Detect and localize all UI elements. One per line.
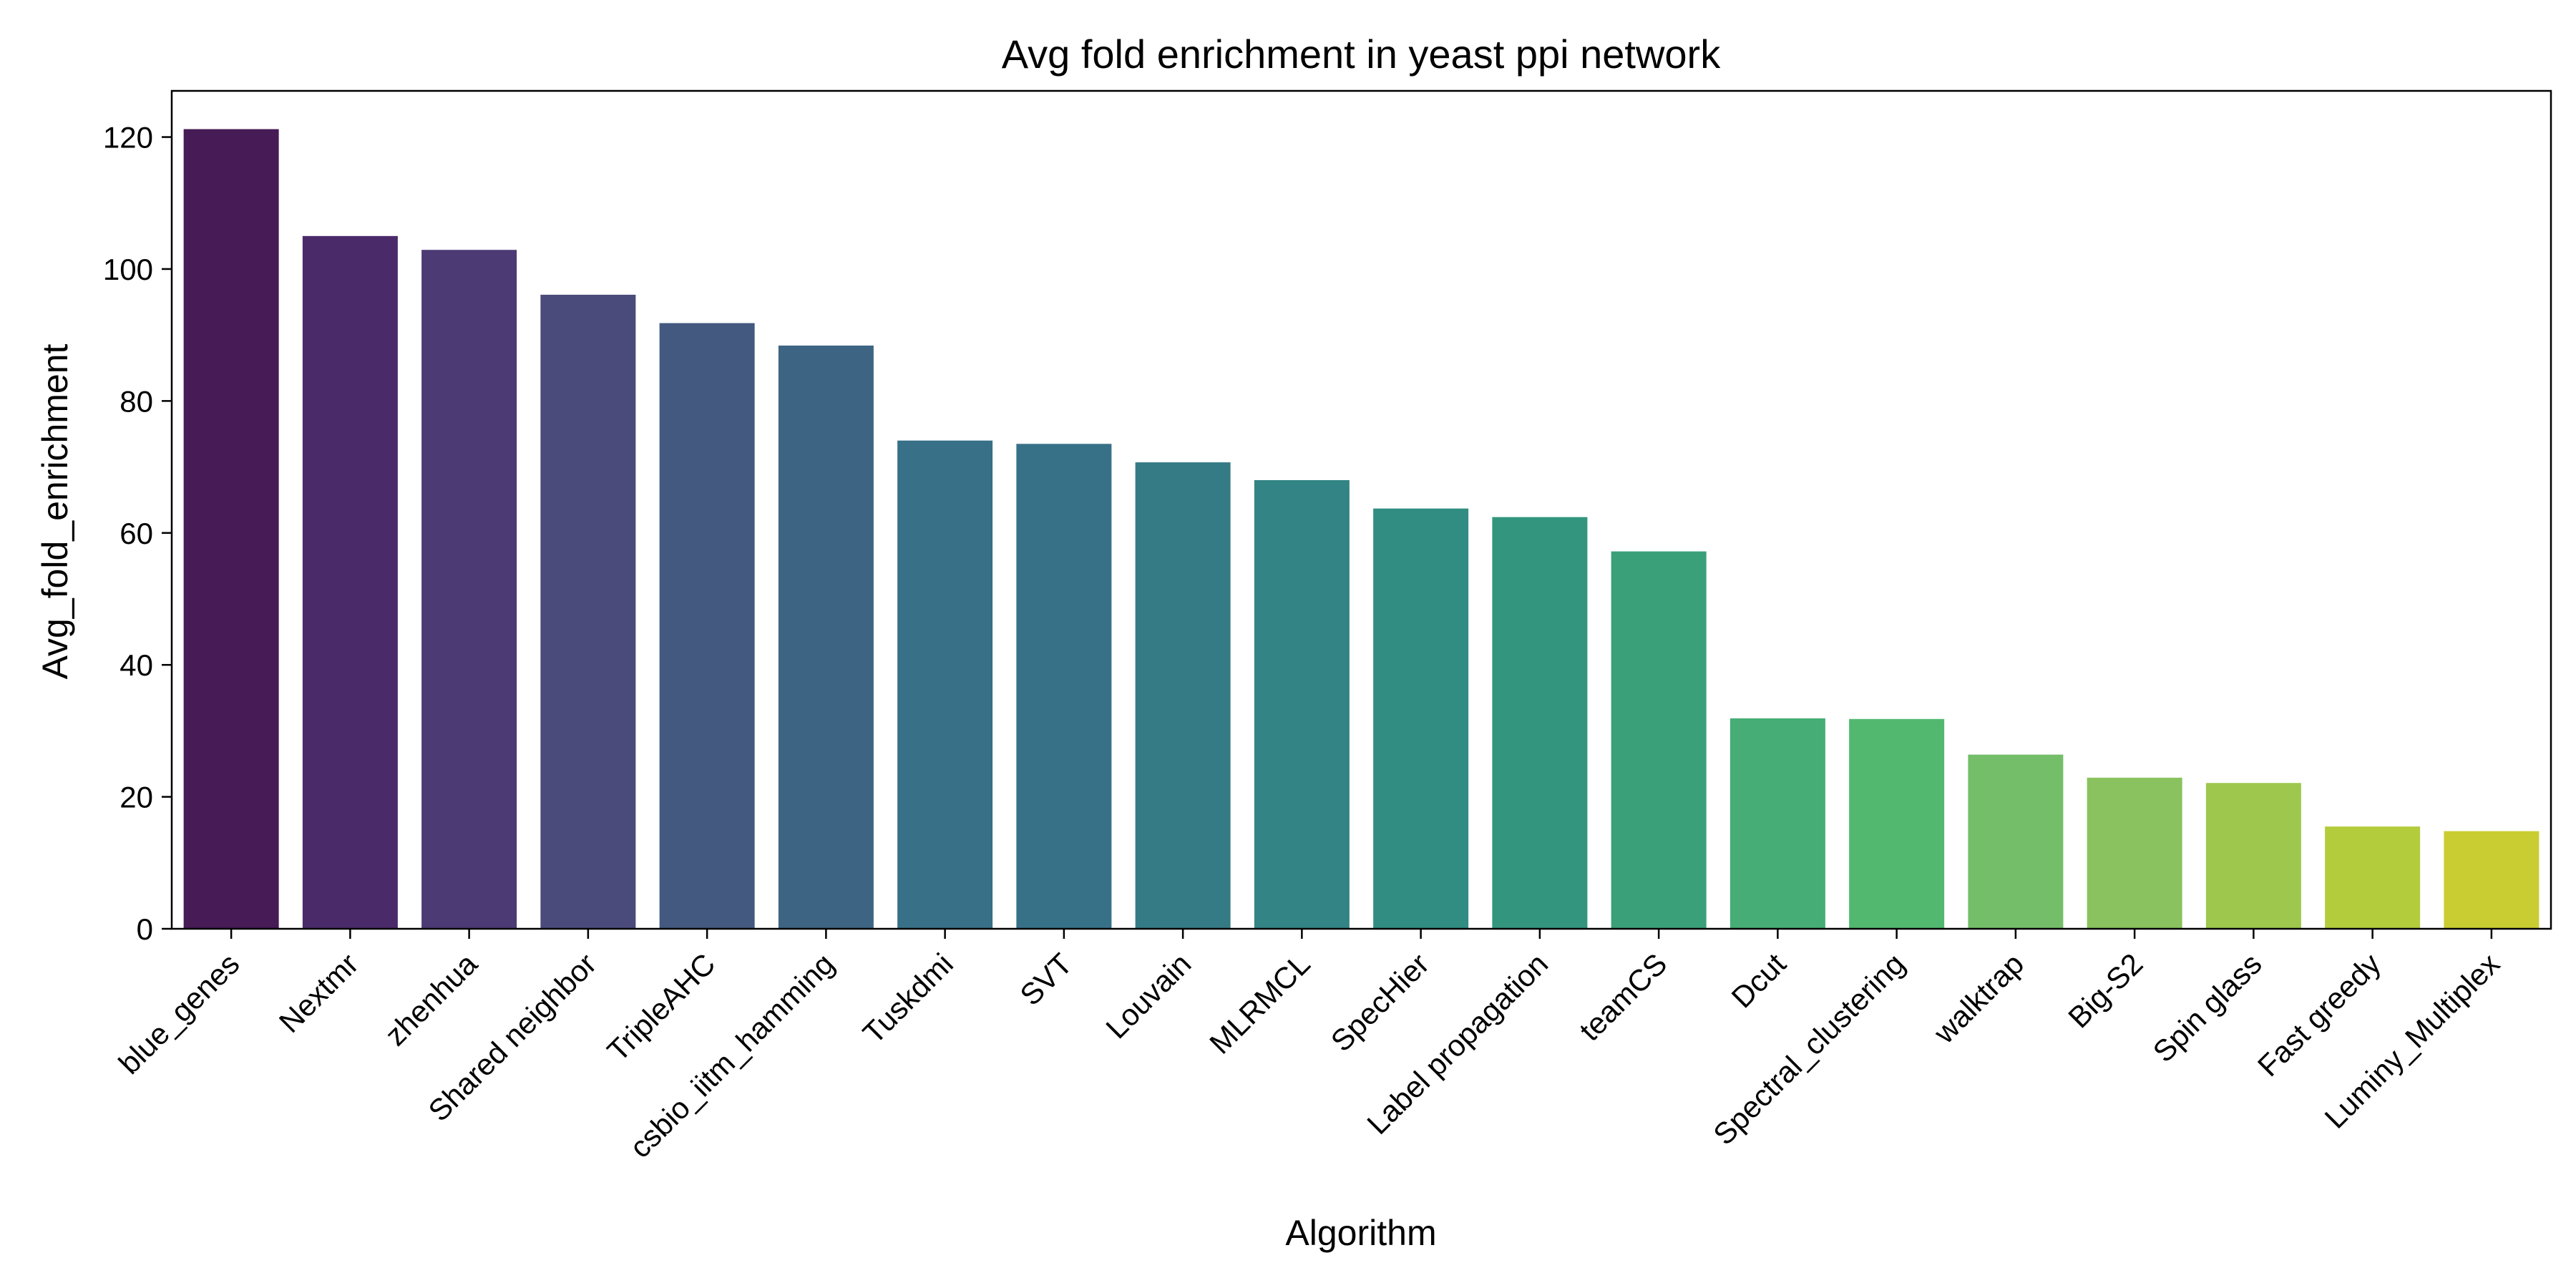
bar-louvain [1135,462,1231,929]
y-tick-label: 40 [119,648,153,682]
bar-luminy-multiplex [2444,831,2540,929]
plot-frame [170,89,2552,930]
bar-nextmr [302,235,398,930]
bar-dcut [1729,718,1825,929]
chart-title: Avg fold enrichment in yeast ppi network [1002,31,1721,77]
bar-label-propagation [1492,517,1588,929]
y-tick-label: 120 [103,121,153,155]
y-tick-label: 0 [137,912,153,946]
bar-teamcs [1611,551,1707,929]
y-axis-label: Avg_fold_enrichment [35,343,75,679]
y-tick-label: 60 [119,517,153,550]
bar-big-s2 [2087,777,2182,929]
y-tick-label: 80 [119,384,153,418]
bar-csbio-iitm-hamming [778,345,874,929]
y-tick-label: 100 [103,253,153,286]
bar-tripleahc [659,323,755,929]
bar-spechier [1373,508,1469,929]
bar-walktrap [1968,754,2064,929]
bar-tuskdmi [897,440,993,929]
bar-blue-genes [183,129,279,930]
bar-spectral-clustering [1849,718,1945,929]
bar-mlrmcl [1254,480,1350,929]
bar-fast-greedy [2325,826,2421,929]
bar-spin-glass [2205,783,2301,929]
y-tick-label: 20 [119,781,153,814]
bar-svt [1016,444,1112,929]
bar-zhenhua [421,250,517,930]
bars-layer [183,129,2540,930]
bar-shared-neighbor [540,294,636,929]
x-axis-label: Algorithm [1285,1213,1436,1253]
